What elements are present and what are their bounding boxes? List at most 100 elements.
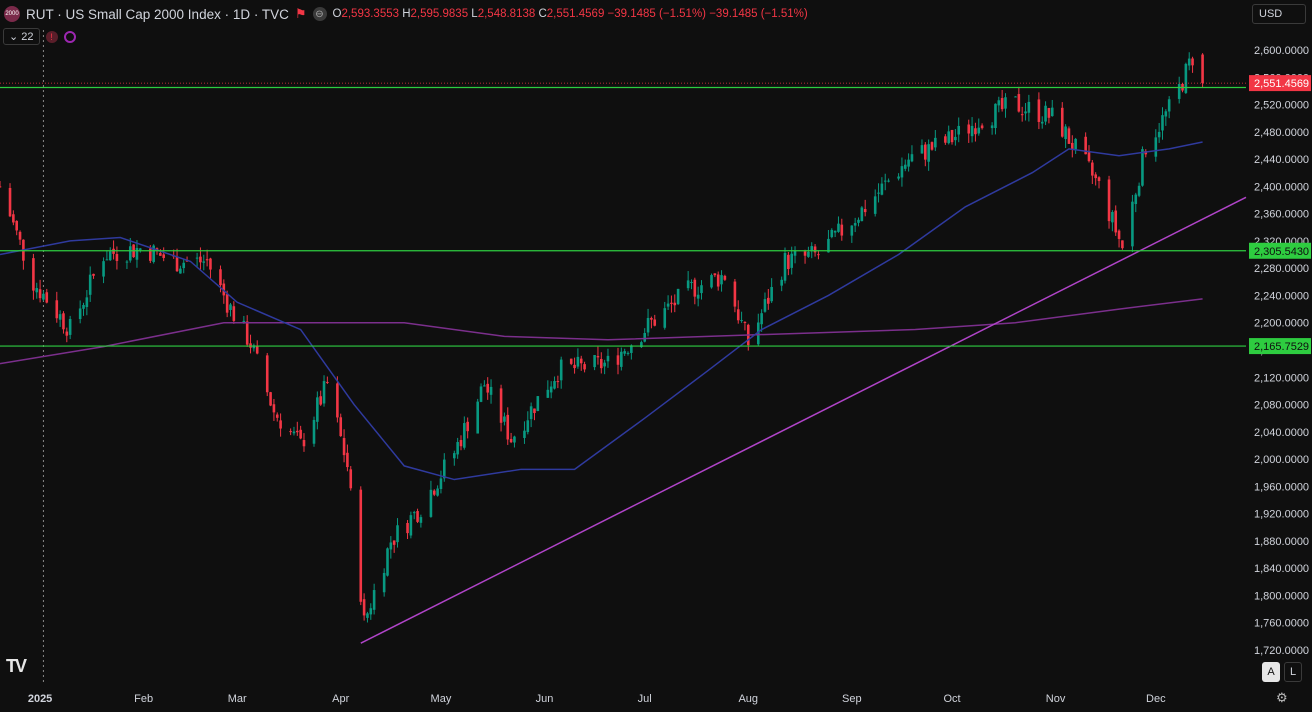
candle-body <box>125 261 129 263</box>
y-tick-label: 1,880.0000 <box>1254 536 1309 548</box>
candle-body <box>296 430 299 433</box>
candle-body <box>272 404 276 413</box>
trendline <box>360 196 1247 644</box>
candle-body <box>934 137 937 148</box>
candle-body <box>650 317 653 320</box>
candle-body <box>957 125 961 135</box>
candle-body <box>299 429 302 439</box>
candle-body <box>736 309 740 321</box>
candle-body <box>466 421 469 432</box>
flag-icon[interactable]: ⚑ <box>294 6 307 21</box>
alert-icon[interactable]: ! <box>45 30 58 43</box>
candle-body <box>903 164 907 169</box>
y-tick-label: 1,720.0000 <box>1254 645 1309 657</box>
candle-body <box>1107 179 1111 222</box>
current-price-label-bg <box>1249 75 1311 92</box>
current-price-label: 2,551.4569 <box>1254 78 1309 90</box>
candle-body <box>389 542 393 550</box>
candle-body <box>453 453 456 459</box>
candle-body <box>1014 96 1017 98</box>
candle-body <box>429 489 433 517</box>
candle-body <box>990 125 994 129</box>
candle-body <box>974 128 977 135</box>
candle-body <box>342 438 346 456</box>
indicator-toggle[interactable]: ⌄ 22 <box>3 28 40 45</box>
candle-body <box>930 142 934 150</box>
candle-body <box>873 196 877 214</box>
candle-body <box>366 613 369 618</box>
candle-body <box>863 209 867 213</box>
candle-body <box>980 125 984 129</box>
indicator-ring-icon[interactable] <box>63 30 76 43</box>
candle-body <box>616 355 620 365</box>
candle-body <box>803 251 807 256</box>
candle-body <box>369 608 373 615</box>
candle-body <box>576 356 580 367</box>
candle-body <box>1164 111 1168 117</box>
candle-body <box>322 381 326 404</box>
candle-body <box>8 187 12 217</box>
candle-body <box>950 130 954 143</box>
candle-body <box>463 423 466 448</box>
level-label-bg <box>1249 242 1311 259</box>
candle-body <box>509 438 513 443</box>
candle-body <box>105 259 109 261</box>
candle-body <box>55 300 59 319</box>
y-tick-label: 2,400.0000 <box>1254 181 1309 193</box>
price-axis-bg <box>1246 0 1312 712</box>
candle-body <box>185 260 189 262</box>
symbol-header: 2000 RUT · US Small Cap 2000 Index · 1D … <box>4 4 808 24</box>
log-scale-button[interactable]: L <box>1284 662 1302 682</box>
gear-icon[interactable]: ⚙ <box>1276 690 1288 705</box>
candle-body <box>947 131 950 144</box>
candle-body <box>92 273 95 276</box>
candle-body <box>733 281 737 307</box>
candle-body <box>316 397 319 422</box>
candle-body <box>312 419 316 444</box>
symbol-title[interactable]: RUT · US Small Cap 2000 Index · 1D · TVC <box>26 6 289 22</box>
candle-body <box>860 207 864 222</box>
candle-body <box>479 386 483 402</box>
candle-body <box>830 229 834 238</box>
candle-body <box>626 352 630 354</box>
candle-body <box>1017 94 1021 112</box>
y-tick-label: 1,800.0000 <box>1254 590 1309 602</box>
candle-body <box>1157 131 1161 138</box>
candle-body <box>944 136 947 143</box>
x-tick-label: Jul <box>638 693 652 705</box>
candle-body <box>1064 126 1067 140</box>
candle-body <box>279 420 282 429</box>
candle-body <box>1191 58 1194 66</box>
level-label: 2,305.5430 <box>1254 246 1309 258</box>
candle-body <box>139 248 142 250</box>
candle-body <box>275 414 279 418</box>
candle-body <box>640 342 643 348</box>
candle-body <box>817 254 820 256</box>
candle-body <box>1067 128 1071 144</box>
candle-body <box>924 144 927 160</box>
candle-body <box>813 246 817 253</box>
ma-fast-line <box>0 141 1203 481</box>
candle-body <box>15 220 19 231</box>
change-value: −39.1485 (−1.51%) <box>607 8 707 20</box>
candle-body <box>409 515 413 536</box>
candle-body <box>1134 194 1138 205</box>
candle-body <box>643 333 647 342</box>
candle-body <box>529 406 533 420</box>
candle-body <box>670 302 673 304</box>
y-tick-label: 2,000.0000 <box>1254 454 1309 466</box>
ohlc-values: O2,593.3553 H2,595.9835 L2,548.8138 C2,5… <box>332 8 808 20</box>
y-tick-label: 2,120.0000 <box>1254 372 1309 384</box>
auto-scale-button[interactable]: A <box>1262 662 1280 682</box>
currency-selector[interactable]: USD <box>1252 4 1306 24</box>
candle-body <box>442 459 446 479</box>
rut-logo-icon: 2000 <box>4 6 20 22</box>
candle-body <box>1050 107 1054 117</box>
eye-icon[interactable]: ⊖ <box>312 7 327 21</box>
candle-body <box>62 313 65 330</box>
candle-body <box>1184 63 1188 93</box>
candle-body <box>593 355 596 368</box>
candle-body <box>292 431 296 434</box>
candle-body <box>1040 121 1044 124</box>
